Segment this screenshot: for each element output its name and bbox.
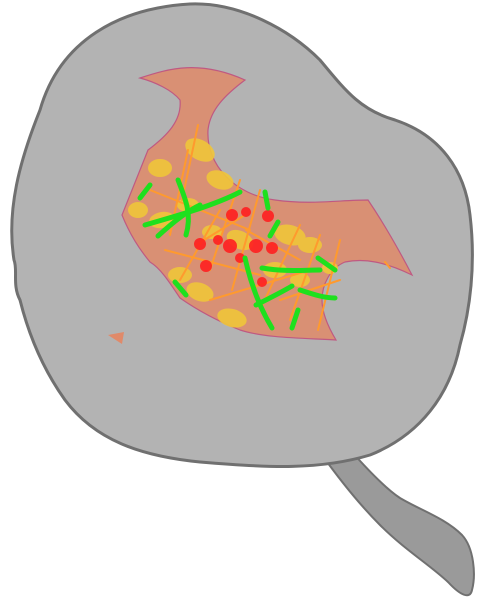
green-fibers xyxy=(137,177,338,331)
green-fiber xyxy=(137,182,153,201)
red-spot xyxy=(266,242,278,254)
red-spot xyxy=(262,210,274,222)
red-spot xyxy=(223,239,237,253)
red-spots xyxy=(194,207,278,287)
notch-mark xyxy=(108,332,124,344)
orange-fiber xyxy=(231,189,261,291)
yellow-blob xyxy=(185,138,215,162)
stalk-icon xyxy=(320,450,475,597)
green-fiber xyxy=(253,283,295,308)
green-fiber xyxy=(175,177,191,238)
yellow-blob xyxy=(217,308,247,328)
green-fiber xyxy=(242,255,275,331)
red-spot xyxy=(213,235,223,245)
orange-fiber xyxy=(164,249,261,276)
yellow-blob xyxy=(206,170,234,190)
green-fiber xyxy=(297,287,338,301)
red-spot xyxy=(194,238,206,250)
yellow-blob xyxy=(148,159,172,177)
green-fiber xyxy=(315,255,338,273)
yellow-blob xyxy=(186,282,214,302)
green-fiber xyxy=(155,202,203,239)
yellow-blob xyxy=(128,202,148,218)
orange-fiber xyxy=(279,279,341,301)
green-fiber xyxy=(259,265,323,273)
orange-fiber xyxy=(181,124,199,201)
green-fiber xyxy=(267,219,281,239)
green-fiber xyxy=(262,189,271,211)
red-spot xyxy=(257,277,267,287)
red-spot xyxy=(226,209,238,221)
orange-fiber xyxy=(384,261,391,269)
red-spot xyxy=(249,239,263,253)
orange-fiber xyxy=(317,239,341,331)
orange-fiber xyxy=(289,234,321,321)
red-spot xyxy=(235,253,245,263)
green-fiber xyxy=(172,279,189,298)
green-fiber xyxy=(289,307,301,331)
red-spot xyxy=(200,260,212,272)
red-spot xyxy=(241,207,251,217)
